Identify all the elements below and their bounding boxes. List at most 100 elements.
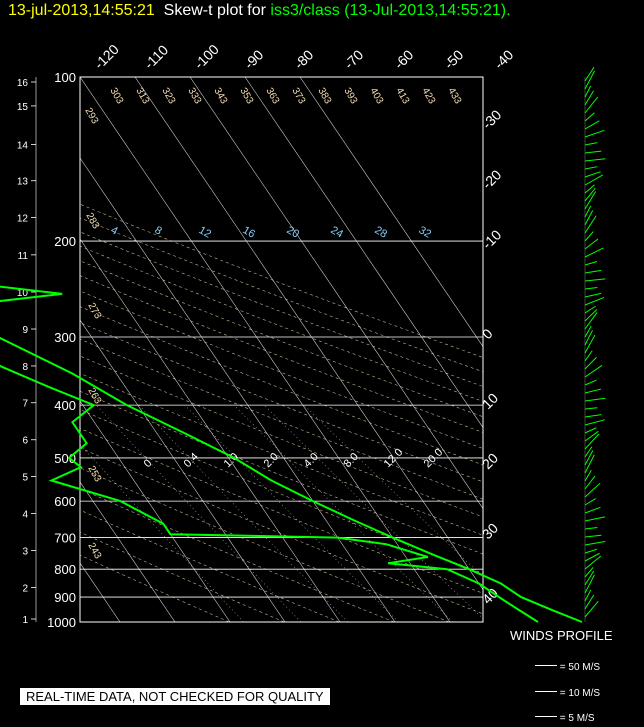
wind-barb bbox=[584, 534, 602, 538]
pressure-tick-label: 600 bbox=[54, 494, 76, 509]
wind-barb bbox=[584, 187, 596, 202]
wind-barb bbox=[584, 305, 596, 314]
mixing-ratio-label: 32 bbox=[417, 224, 434, 241]
top-temp-label: -90 bbox=[241, 46, 267, 72]
dry-adiabat-line bbox=[80, 554, 230, 622]
lower-mixing-label: 8.0 bbox=[342, 451, 361, 470]
wind-barb bbox=[584, 397, 606, 402]
pressure-tick-label: 100 bbox=[54, 70, 76, 85]
wind-legend-50: = 50 M/S bbox=[535, 662, 600, 673]
mixing-ratio-label: 16 bbox=[241, 224, 258, 241]
wind-barb bbox=[584, 90, 594, 106]
wind-barb bbox=[584, 278, 606, 282]
lower-mixing-label: 0.4 bbox=[182, 451, 201, 470]
pressure-tick-label: 1000 bbox=[47, 615, 76, 630]
isotherm-line bbox=[299, 77, 483, 348]
mixing-ratio-label: 28 bbox=[373, 224, 390, 241]
chart-title: 13-jul-2013,14:55:21 Skew-t plot for iss… bbox=[8, 2, 511, 20]
theta-label: 273 bbox=[85, 301, 103, 321]
isotherm-line bbox=[80, 77, 451, 622]
theta-label: 423 bbox=[419, 86, 437, 106]
wind-barb bbox=[584, 184, 595, 194]
theta-label: 323 bbox=[159, 86, 177, 106]
wind-legend-10: = 10 M/S bbox=[535, 688, 600, 699]
wind-barb bbox=[584, 231, 594, 242]
wind-barb bbox=[584, 475, 596, 490]
wind-barb bbox=[584, 325, 592, 338]
dry-adiabat-line bbox=[80, 322, 483, 483]
isotherm-line bbox=[189, 77, 483, 510]
dry-adiabat-line bbox=[80, 231, 483, 387]
wind-barb bbox=[584, 594, 595, 610]
isotherm-line bbox=[80, 157, 396, 622]
isotherm-line bbox=[0, 77, 10, 622]
wind-barb bbox=[584, 292, 602, 298]
theta-label: 243 bbox=[85, 541, 103, 561]
wind-barb bbox=[584, 261, 598, 266]
wind-barb bbox=[584, 552, 600, 562]
top-temp-label: -50 bbox=[441, 46, 467, 72]
theta-label: 393 bbox=[341, 86, 359, 106]
top-temp-label: -60 bbox=[391, 46, 417, 72]
mixing-ratio-label: 12 bbox=[197, 224, 214, 241]
height-tick-label: 10 bbox=[17, 288, 29, 299]
wind-barb bbox=[584, 540, 606, 546]
height-tick-label: 11 bbox=[18, 251, 29, 262]
wind-barb bbox=[584, 555, 602, 570]
theta-label: 343 bbox=[211, 86, 229, 106]
quality-note: REAL-TIME DATA, NOT CHECKED FOR QUALITY bbox=[20, 688, 330, 705]
title-station: iss3/class (13-Jul-2013,14:55:21). bbox=[270, 2, 511, 19]
wind-barb bbox=[584, 174, 604, 186]
wind-barb bbox=[584, 85, 592, 98]
theta-label: 353 bbox=[237, 86, 255, 106]
wind-barb bbox=[584, 365, 603, 378]
theta-label: 313 bbox=[133, 86, 151, 106]
height-tick-label: 5 bbox=[22, 473, 28, 484]
pressure-tick-label: 200 bbox=[54, 234, 76, 249]
plot-frame bbox=[79, 76, 484, 623]
height-tick-label: 2 bbox=[22, 583, 28, 594]
pressure-tick-label: 300 bbox=[54, 330, 76, 345]
theta-label: 293 bbox=[82, 106, 100, 126]
wind-barb bbox=[584, 427, 597, 434]
pressure-tick-label: 500 bbox=[54, 451, 76, 466]
dry-adiabat-line bbox=[80, 372, 483, 536]
height-tick-label: 9 bbox=[22, 325, 28, 336]
isotherm-line bbox=[80, 238, 341, 622]
pressure-tick-label: 700 bbox=[54, 531, 76, 546]
right-temp-label: 0 bbox=[479, 325, 496, 342]
dry-adiabat-line bbox=[80, 390, 483, 555]
wind-barb bbox=[584, 414, 602, 418]
right-temp-label: 30 bbox=[479, 520, 501, 542]
wind-barb bbox=[584, 454, 595, 474]
height-tick-label: 15 bbox=[17, 102, 29, 113]
dry-adiabat-line bbox=[80, 355, 483, 518]
wind-barb bbox=[584, 469, 592, 482]
dry-adiabat-line bbox=[80, 260, 483, 418]
wind-barb bbox=[584, 430, 599, 442]
wind-barb bbox=[584, 191, 597, 210]
title-timestamp: 13-jul-2013,14:55:21 bbox=[8, 2, 155, 19]
theta-label: 403 bbox=[367, 86, 385, 106]
wind-barb bbox=[584, 567, 594, 578]
right-temp-label: 20 bbox=[479, 450, 501, 472]
isotherm-line bbox=[244, 77, 483, 429]
theta-label: 283 bbox=[83, 211, 101, 231]
wind-barb bbox=[584, 498, 596, 506]
height-tick-label: 14 bbox=[17, 140, 29, 151]
wind-barb bbox=[584, 379, 597, 386]
wind-barb bbox=[584, 158, 606, 162]
wind-barb bbox=[584, 450, 594, 466]
lower-mixing-label: 12.0 bbox=[382, 446, 406, 470]
wind-barb bbox=[584, 205, 592, 218]
pressure-tick-label: 900 bbox=[54, 590, 76, 605]
wind-barb bbox=[584, 350, 593, 362]
wind-barb bbox=[584, 570, 595, 586]
theta-label: 373 bbox=[289, 86, 307, 106]
dry-adiabat-line bbox=[80, 275, 483, 433]
wind-barb bbox=[584, 129, 605, 138]
height-tick-label: 6 bbox=[22, 436, 28, 447]
pressure-tick-label: 400 bbox=[54, 398, 76, 413]
mixing-ratio-line bbox=[138, 404, 349, 622]
